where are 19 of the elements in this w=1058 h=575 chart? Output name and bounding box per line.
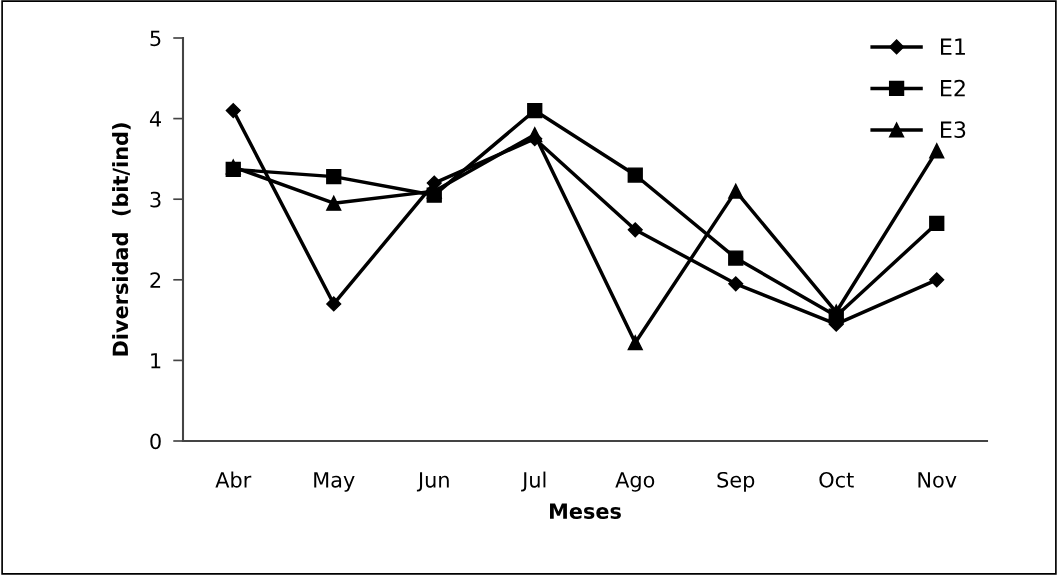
x-tick-label: May [314,472,355,492]
y-tick-label: 1 [151,353,161,369]
legend-label: E3 [941,121,966,139]
x-tick-label: Abr [215,471,252,488]
x-tick-label: Jun [416,472,449,492]
y-axis-title: Diversidad (bit/ind) [112,123,131,356]
legend-label: E1 [941,38,965,55]
x-axis-title: Meses [550,503,621,519]
legend-label: E2 [941,79,965,97]
y-tick-label: 4 [149,111,161,127]
x-tick-label: Nov [918,472,957,488]
x-tick-label: Sep [717,471,755,492]
x-tick-label: Jul [521,471,546,492]
y-tick-label: 5 [150,30,161,47]
x-tick-label: Oct [819,471,854,488]
x-tick-label: Ago [615,472,655,492]
y-tick-label: 2 [150,272,161,288]
y-tick-label: 3 [150,191,161,208]
y-tick-label: 0 [150,433,161,450]
